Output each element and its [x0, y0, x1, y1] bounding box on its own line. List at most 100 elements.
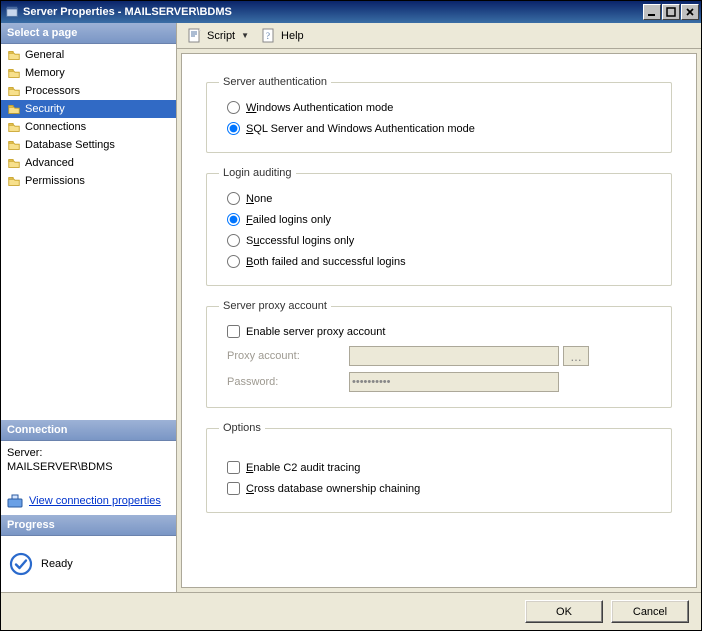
page-list: General Memory Processors Security Connectio…: [1, 44, 176, 192]
page-icon: [7, 174, 21, 188]
sidebar-item-general[interactable]: General: [1, 46, 176, 64]
radio-windows-auth[interactable]: Windows Authentication mode: [219, 98, 659, 119]
close-button[interactable]: [681, 4, 699, 20]
progress-header: Progress: [1, 515, 176, 536]
ok-button[interactable]: OK: [525, 600, 603, 623]
help-icon: ?: [261, 28, 277, 44]
radio-audit-none[interactable]: None: [219, 189, 659, 210]
page-icon: [7, 120, 21, 134]
radio-audit-failed-input[interactable]: [227, 213, 240, 226]
titlebar: Server Properties - MAILSERVER\BDMS: [1, 1, 701, 23]
properties-icon: [7, 493, 23, 509]
radio-sql-windows-auth-label: SQL Server and Windows Authentication mo…: [246, 123, 475, 135]
app-icon: [5, 5, 19, 19]
view-connection-properties-link[interactable]: View connection properties: [29, 495, 161, 507]
select-page-header: Select a page: [1, 23, 176, 44]
sidebar-item-database-settings[interactable]: Database Settings: [1, 136, 176, 154]
c2-audit-row[interactable]: Enable C2 audit tracing: [219, 458, 659, 479]
proxy-password-label: Password:: [219, 376, 349, 388]
login-auditing-group: Login auditing None Failed logins only S…: [206, 167, 672, 286]
cross-db-checkbox[interactable]: [227, 482, 240, 495]
sidebar-item-connections[interactable]: Connections: [1, 118, 176, 136]
options-group: Options Enable C2 audit tracing Cross da…: [206, 422, 672, 513]
svg-text:?: ?: [266, 31, 270, 41]
window-controls: [643, 4, 699, 20]
enable-proxy-checkbox[interactable]: [227, 325, 240, 338]
content-area: Select a page General Memory Processors Sec…: [1, 23, 701, 592]
radio-sql-windows-auth-input[interactable]: [227, 122, 240, 135]
proxy-password-input[interactable]: [349, 372, 559, 392]
cross-db-label: Cross database ownership chaining: [246, 483, 420, 495]
page-icon: [7, 102, 21, 116]
right-panel: Script ▼ ? Help Server authentication Wi…: [177, 23, 701, 592]
page-icon: [7, 48, 21, 62]
form-area: Server authentication Windows Authentica…: [181, 53, 697, 588]
radio-audit-both-input[interactable]: [227, 255, 240, 268]
sidebar-item-label: Processors: [25, 85, 80, 97]
radio-audit-both[interactable]: Both failed and successful logins: [219, 252, 659, 273]
sidebar-item-label: Memory: [25, 67, 65, 79]
cancel-button[interactable]: Cancel: [611, 600, 689, 623]
window-title: Server Properties - MAILSERVER\BDMS: [23, 6, 643, 18]
page-icon: [7, 156, 21, 170]
sidebar-item-memory[interactable]: Memory: [1, 64, 176, 82]
c2-audit-checkbox[interactable]: [227, 461, 240, 474]
sidebar-item-permissions[interactable]: Permissions: [1, 172, 176, 190]
progress-status: Ready: [41, 558, 73, 570]
sidebar-item-advanced[interactable]: Advanced: [1, 154, 176, 172]
page-icon: [7, 138, 21, 152]
login-auditing-legend: Login auditing: [219, 167, 296, 179]
ready-icon: [9, 552, 33, 576]
radio-audit-none-label: None: [246, 193, 272, 205]
radio-audit-failed-label: Failed logins only: [246, 214, 331, 226]
proxy-account-input[interactable]: [349, 346, 559, 366]
server-label: Server:: [7, 447, 170, 459]
script-label: Script: [207, 30, 235, 42]
c2-audit-label: Enable C2 audit tracing: [246, 462, 360, 474]
sidebar: Select a page General Memory Processors Sec…: [1, 23, 177, 592]
enable-proxy-label: Enable server proxy account: [246, 326, 385, 338]
toolbar: Script ▼ ? Help: [177, 23, 701, 49]
cross-db-row[interactable]: Cross database ownership chaining: [219, 479, 659, 500]
sidebar-item-label: General: [25, 49, 64, 61]
radio-audit-successful-input[interactable]: [227, 234, 240, 247]
enable-proxy-row[interactable]: Enable server proxy account: [219, 322, 659, 343]
page-icon: [7, 84, 21, 98]
sidebar-item-security[interactable]: Security: [1, 100, 176, 118]
radio-audit-failed[interactable]: Failed logins only: [219, 210, 659, 231]
options-legend: Options: [219, 422, 265, 434]
sidebar-item-label: Security: [25, 103, 65, 115]
sidebar-item-label: Connections: [25, 121, 86, 133]
help-label: Help: [281, 30, 304, 42]
maximize-button[interactable]: [662, 4, 680, 20]
server-authentication-group: Server authentication Windows Authentica…: [206, 76, 672, 153]
radio-audit-both-label: Both failed and successful logins: [246, 256, 406, 268]
sidebar-item-label: Database Settings: [25, 139, 115, 151]
server-proxy-group: Server proxy account Enable server proxy…: [206, 300, 672, 408]
connection-body: Server: MAILSERVER\BDMS View connection …: [1, 441, 176, 515]
sidebar-item-processors[interactable]: Processors: [1, 82, 176, 100]
script-icon: [187, 28, 203, 44]
connection-header: Connection: [1, 420, 176, 441]
radio-audit-none-input[interactable]: [227, 192, 240, 205]
sidebar-item-label: Advanced: [25, 157, 74, 169]
server-proxy-legend: Server proxy account: [219, 300, 331, 312]
radio-windows-auth-input[interactable]: [227, 101, 240, 114]
dialog-button-row: OK Cancel: [1, 592, 701, 630]
radio-windows-auth-label: Windows Authentication mode: [246, 102, 393, 114]
server-authentication-legend: Server authentication: [219, 76, 331, 88]
radio-sql-windows-auth[interactable]: SQL Server and Windows Authentication mo…: [219, 119, 659, 140]
server-value: MAILSERVER\BDMS: [7, 461, 170, 473]
radio-audit-successful-label: Successful logins only: [246, 235, 354, 247]
sidebar-item-label: Permissions: [25, 175, 85, 187]
radio-audit-successful[interactable]: Successful logins only: [219, 231, 659, 252]
sidebar-spacer: [1, 192, 176, 420]
proxy-account-label: Proxy account:: [219, 350, 349, 362]
script-button[interactable]: Script ▼: [183, 26, 253, 46]
help-button[interactable]: ? Help: [257, 26, 308, 46]
minimize-button[interactable]: [643, 4, 661, 20]
page-icon: [7, 66, 21, 80]
proxy-browse-button[interactable]: ...: [563, 346, 589, 366]
progress-body: Ready: [1, 536, 176, 592]
dropdown-arrow-icon: ▼: [241, 31, 249, 40]
